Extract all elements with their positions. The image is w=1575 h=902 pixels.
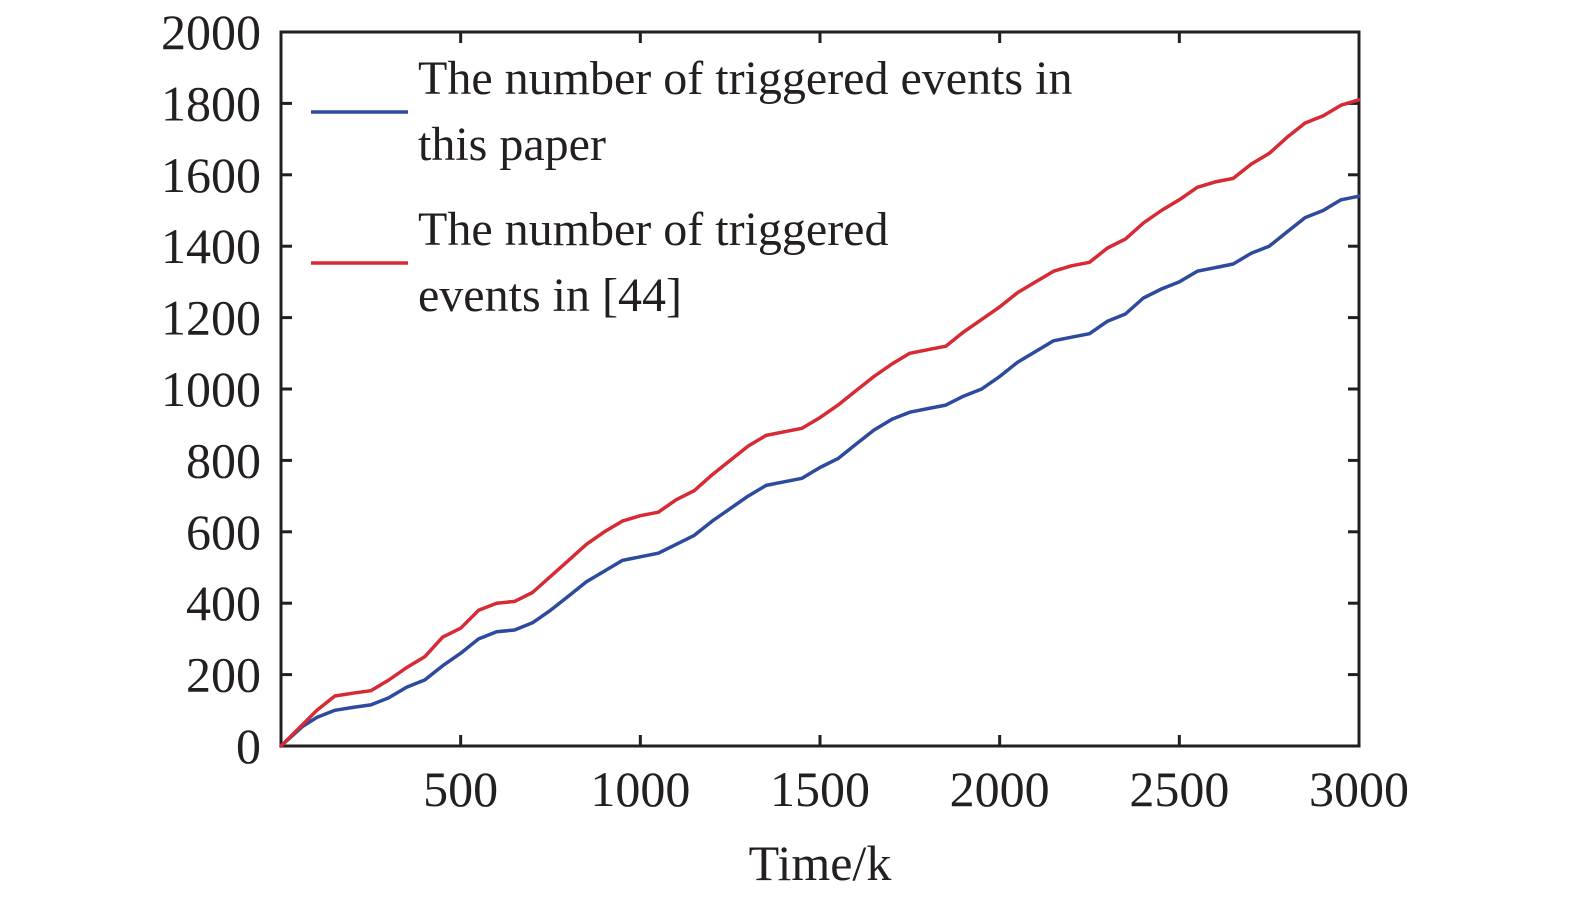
x-tick-label: 500 bbox=[423, 761, 498, 817]
series-line-2 bbox=[279, 98, 1361, 748]
y-tick-label: 600 bbox=[186, 504, 261, 560]
y-tick-label: 1600 bbox=[161, 147, 261, 203]
y-tick-label: 1200 bbox=[161, 290, 261, 346]
x-tick-label: 2000 bbox=[950, 761, 1050, 817]
legend-label-2: The number of triggered bbox=[418, 203, 888, 256]
y-tick-label: 2000 bbox=[161, 4, 261, 60]
y-tick-label: 0 bbox=[236, 718, 261, 774]
legend-label-1: this paper bbox=[418, 118, 606, 171]
legend-label-2: events in [44] bbox=[418, 269, 682, 322]
y-tick-label: 1400 bbox=[161, 218, 261, 274]
series-line-1 bbox=[279, 194, 1361, 748]
x-tick-label: 3000 bbox=[1309, 761, 1409, 817]
y-tick-label: 1000 bbox=[161, 361, 261, 417]
x-axis-title: Time/k bbox=[749, 835, 892, 891]
x-tick-label: 1500 bbox=[770, 761, 870, 817]
axis-ticks: 0 200 400 600 800 1000 1200 1400 1600 1800 2000 500… bbox=[161, 4, 1409, 817]
y-tick-label: 1800 bbox=[161, 75, 261, 131]
y-tick-label: 800 bbox=[186, 432, 261, 488]
legend: The number of triggered events in this pa… bbox=[311, 52, 1072, 322]
y-tick-label: 200 bbox=[186, 647, 261, 703]
x-tick-label: 1000 bbox=[590, 761, 690, 817]
x-tick-label: 2500 bbox=[1129, 761, 1229, 817]
series-group bbox=[279, 98, 1361, 748]
legend-label-1: The number of triggered events in bbox=[418, 52, 1072, 105]
y-tick-label: 400 bbox=[186, 575, 261, 631]
